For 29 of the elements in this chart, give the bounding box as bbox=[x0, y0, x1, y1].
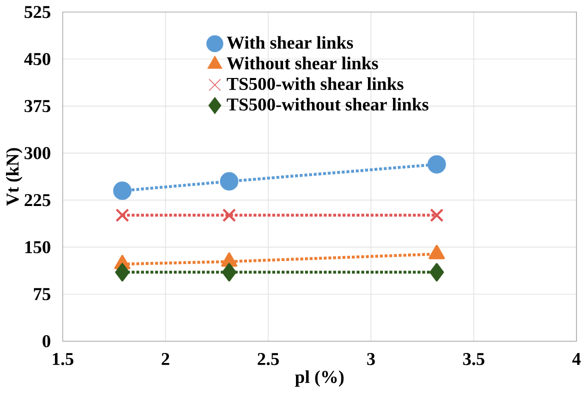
y-tick-label: 525 bbox=[24, 6, 50, 18]
legend-label: TS500-with shear links bbox=[226, 77, 404, 90]
y-axis-title: Vt (kN) bbox=[6, 148, 22, 206]
x-tick-label: 3.5 bbox=[463, 353, 484, 366]
y-tick-label: 150 bbox=[25, 241, 50, 254]
y-tick-label: 375 bbox=[24, 100, 50, 112]
point bbox=[115, 263, 130, 282]
y-tick-label: 450 bbox=[24, 53, 50, 66]
x-tick-label: 2 bbox=[162, 353, 170, 366]
point bbox=[222, 263, 236, 282]
x-tick-label: 3 bbox=[367, 353, 375, 366]
x-tick-label: 1.5 bbox=[52, 353, 74, 366]
x-axis-title: pl (%) bbox=[295, 370, 344, 387]
y-tick-label: 225 bbox=[24, 194, 50, 206]
point bbox=[222, 208, 236, 222]
x-tick-label: 2.5 bbox=[258, 353, 279, 366]
point bbox=[116, 208, 130, 222]
legend-label: TS500-without shear links bbox=[226, 98, 428, 111]
point bbox=[428, 155, 446, 174]
point bbox=[430, 208, 444, 222]
point bbox=[220, 172, 238, 191]
x-tick-label: 4 bbox=[572, 353, 581, 366]
y-tick-label: 300 bbox=[24, 147, 50, 160]
point bbox=[430, 263, 444, 282]
legend-label: Without shear links bbox=[226, 56, 378, 70]
legend-label: With shear links bbox=[226, 36, 353, 50]
point bbox=[113, 182, 132, 200]
y-tick-label: 0 bbox=[42, 335, 50, 348]
y-tick-label: 75 bbox=[34, 288, 50, 300]
